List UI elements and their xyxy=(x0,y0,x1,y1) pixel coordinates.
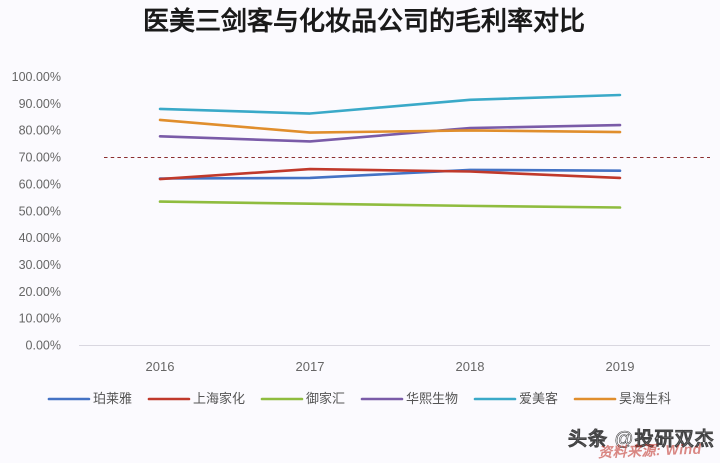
svg-text:10.00%: 10.00% xyxy=(19,312,61,326)
svg-text:30.00%: 30.00% xyxy=(19,258,61,272)
svg-text:60.00%: 60.00% xyxy=(19,177,61,191)
svg-text:爱美客: 爱美客 xyxy=(519,391,558,406)
svg-text:2017: 2017 xyxy=(296,359,325,374)
svg-text:40.00%: 40.00% xyxy=(19,231,61,245)
svg-text:华熙生物: 华熙生物 xyxy=(406,391,458,406)
svg-text:70.00%: 70.00% xyxy=(19,151,61,165)
svg-text:2019: 2019 xyxy=(606,359,635,374)
svg-text:80.00%: 80.00% xyxy=(19,124,61,138)
svg-text:2018: 2018 xyxy=(456,359,485,374)
svg-text:御家汇: 御家汇 xyxy=(306,391,345,406)
svg-text:100.00%: 100.00% xyxy=(12,70,61,84)
svg-text:珀莱雅: 珀莱雅 xyxy=(93,391,132,406)
svg-text:0.00%: 0.00% xyxy=(26,339,61,353)
svg-text:90.00%: 90.00% xyxy=(19,97,61,111)
svg-text:昊海生科: 昊海生科 xyxy=(619,391,671,406)
svg-text:50.00%: 50.00% xyxy=(19,204,61,218)
svg-text:上海家化: 上海家化 xyxy=(193,391,245,406)
svg-text:2016: 2016 xyxy=(146,359,175,374)
svg-text:20.00%: 20.00% xyxy=(19,285,61,299)
